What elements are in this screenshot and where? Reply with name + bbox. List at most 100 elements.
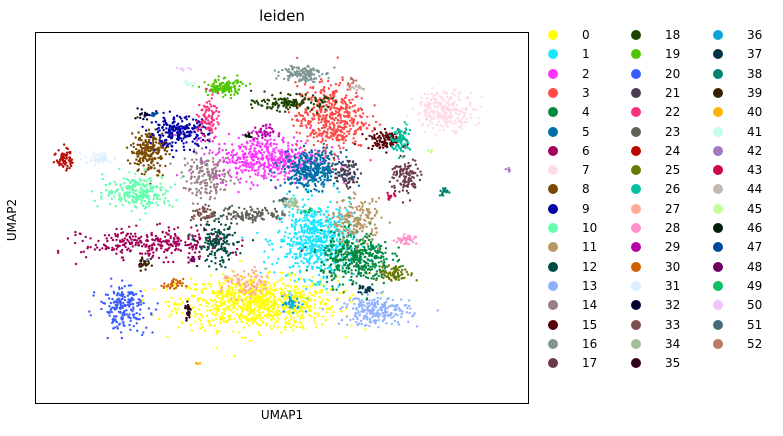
point-cluster-10 (140, 190, 143, 194)
point-cluster-13 (335, 298, 339, 301)
point-cluster-0 (198, 297, 202, 300)
point-cluster-7 (445, 101, 448, 104)
point-cluster-1 (299, 246, 302, 249)
point-cluster-10 (128, 202, 131, 205)
point-cluster-6 (110, 236, 113, 240)
point-cluster-6 (120, 256, 124, 259)
point-cluster-4 (331, 285, 334, 288)
point-cluster-2 (195, 139, 199, 142)
point-cluster-3 (359, 107, 363, 110)
point-cluster-0 (319, 289, 323, 292)
point-cluster-6 (151, 238, 154, 241)
point-cluster-10 (120, 187, 124, 190)
point-cluster-4 (366, 268, 369, 271)
point-cluster-13 (368, 324, 371, 328)
point-cluster-4 (363, 264, 367, 267)
point-cluster-4 (367, 238, 370, 242)
point-cluster-6 (151, 254, 155, 257)
point-cluster-3 (342, 141, 345, 145)
point-cluster-12 (210, 228, 214, 231)
point-cluster-6 (128, 242, 132, 246)
point-cluster-0 (303, 302, 306, 305)
point-cluster-7 (454, 119, 457, 122)
point-cluster-1 (315, 283, 318, 286)
point-cluster-4 (329, 253, 332, 256)
point-cluster-0 (244, 307, 247, 311)
point-cluster-3 (356, 95, 359, 98)
point-cluster-7 (470, 91, 473, 95)
point-cluster-0 (232, 303, 235, 307)
point-cluster-10 (138, 177, 142, 181)
point-cluster-10 (129, 180, 133, 184)
point-cluster-0 (245, 291, 249, 295)
point-cluster-11 (357, 223, 361, 226)
point-cluster-2 (241, 171, 244, 174)
point-cluster-1 (295, 237, 299, 240)
point-cluster-9 (156, 131, 160, 134)
point-cluster-0 (207, 302, 210, 305)
point-cluster-1 (280, 220, 283, 224)
point-cluster-0 (308, 308, 311, 311)
point-cluster-3 (304, 149, 307, 152)
point-cluster-6 (126, 232, 129, 236)
point-cluster-1 (319, 236, 323, 239)
point-cluster-0 (230, 288, 234, 291)
point-cluster-10 (131, 185, 135, 188)
point-cluster-1 (311, 267, 314, 270)
point-cluster-4 (370, 259, 373, 263)
point-cluster-1 (277, 257, 280, 260)
point-cluster-6 (161, 230, 164, 234)
point-cluster-3 (337, 133, 340, 137)
point-cluster-3 (323, 85, 326, 89)
point-cluster-1 (312, 244, 316, 248)
point-cluster-1 (283, 255, 287, 258)
point-cluster-4 (363, 255, 366, 259)
point-cluster-1 (300, 260, 303, 263)
point-cluster-1 (326, 230, 329, 234)
point-cluster-5 (329, 178, 332, 182)
point-cluster-3 (331, 92, 335, 95)
point-cluster-0 (277, 313, 281, 317)
point-cluster-0 (211, 304, 214, 307)
point-cluster-5 (313, 182, 317, 186)
point-cluster-1 (334, 247, 338, 250)
point-cluster-7 (427, 112, 431, 115)
point-cluster-5 (280, 160, 283, 164)
point-cluster-0 (236, 302, 239, 305)
point-cluster-3 (318, 108, 322, 111)
point-cluster-11 (375, 231, 378, 234)
point-cluster-0 (221, 298, 225, 301)
point-cluster-10 (137, 195, 140, 199)
point-cluster-0 (233, 354, 236, 358)
point-cluster-5 (301, 159, 304, 162)
point-cluster-0 (251, 316, 255, 319)
point-cluster-2 (288, 155, 291, 159)
point-cluster-8 (156, 161, 159, 165)
point-cluster-2 (297, 156, 300, 159)
point-cluster-1 (292, 194, 295, 197)
point-cluster-0 (290, 326, 293, 329)
point-cluster-0 (206, 282, 210, 285)
point-cluster-6 (130, 238, 133, 241)
point-cluster-11 (346, 231, 349, 235)
point-cluster-4 (338, 250, 342, 253)
point-cluster-7 (426, 93, 429, 96)
point-cluster-8 (157, 141, 161, 145)
point-cluster-1 (291, 243, 295, 246)
point-cluster-2 (256, 184, 259, 187)
point-cluster-1 (315, 260, 319, 264)
point-cluster-7 (460, 124, 463, 127)
point-cluster-7 (445, 115, 448, 119)
point-cluster-8 (153, 137, 156, 140)
point-cluster-0 (256, 294, 260, 297)
point-cluster-0 (216, 293, 219, 297)
point-cluster-4 (338, 259, 341, 262)
point-cluster-0 (229, 277, 232, 280)
point-cluster-1 (294, 218, 298, 221)
point-cluster-3 (352, 110, 355, 113)
point-cluster-0 (302, 316, 305, 320)
point-cluster-5 (279, 184, 282, 187)
point-cluster-10 (133, 195, 136, 199)
point-cluster-9 (204, 146, 208, 149)
point-cluster-8 (168, 153, 171, 156)
